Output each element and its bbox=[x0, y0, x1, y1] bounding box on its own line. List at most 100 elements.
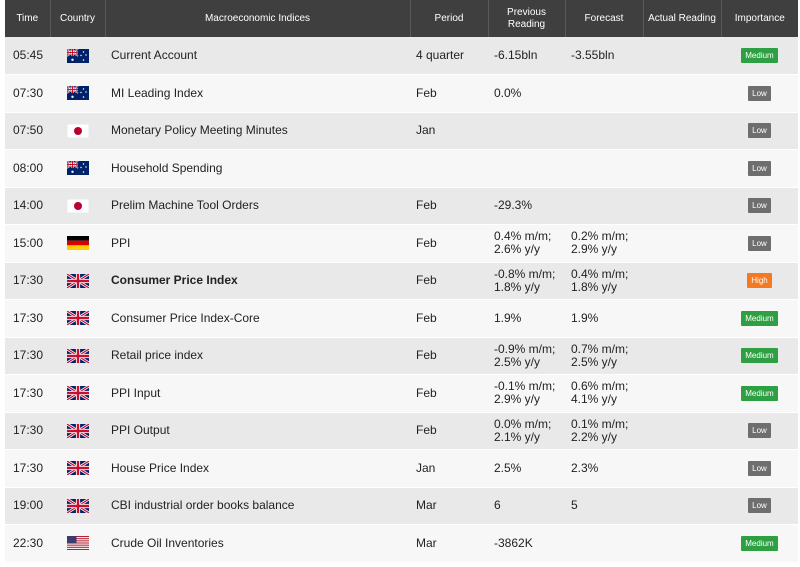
cell-time: 17:30 bbox=[5, 374, 50, 413]
cell-actual bbox=[643, 262, 721, 300]
importance-badge: Low bbox=[748, 160, 771, 176]
importance-badge: Low bbox=[748, 460, 771, 476]
header-previous[interactable]: Previous Reading bbox=[488, 0, 566, 37]
cell-index-name[interactable]: Monetary Policy Meeting Minutes bbox=[105, 112, 410, 150]
cell-forecast: 0.2% m/m; 2.9% y/y bbox=[565, 224, 643, 263]
cell-actual bbox=[643, 299, 721, 338]
cell-importance: Low bbox=[721, 224, 798, 263]
cell-country bbox=[50, 37, 105, 75]
forecast-line: 2.5% y/y bbox=[571, 354, 618, 369]
table-row[interactable]: 19:00 CBI industrial order books balance M… bbox=[5, 487, 798, 525]
cell-index-name[interactable]: PPI Output bbox=[105, 412, 410, 450]
importance-badge: Low bbox=[748, 198, 771, 214]
cell-importance: Low bbox=[721, 487, 798, 525]
cell-previous: -6.15bln bbox=[488, 37, 565, 75]
cell-time: 17:30 bbox=[5, 449, 50, 488]
table-row[interactable]: 15:00 PPI Feb 0.4% m/m; 2.6% y/y 0.2% m/m; 2.9… bbox=[5, 224, 798, 263]
table-row[interactable]: 08:00 Household Spending Low bbox=[5, 149, 798, 188]
cell-previous: 1.9% bbox=[488, 299, 565, 338]
cell-country bbox=[50, 524, 105, 563]
economic-calendar: Time Country Macroeconomic Indices Perio… bbox=[5, 0, 798, 563]
previous-line: 0.4% m/m; bbox=[494, 229, 552, 244]
australia-flag-icon bbox=[66, 86, 89, 101]
previous-line: -29.3% bbox=[494, 198, 533, 213]
cell-index-name[interactable]: MI Leading Index bbox=[105, 74, 410, 113]
cell-actual bbox=[643, 74, 721, 113]
cell-actual bbox=[643, 412, 721, 450]
header-indices[interactable]: Macroeconomic Indices bbox=[105, 0, 411, 37]
previous-line: 2.1% y/y bbox=[494, 429, 541, 444]
table-row[interactable]: 17:30 PPI Output Feb 0.0% m/m; 2.1% y/y 0.1% … bbox=[5, 412, 798, 450]
cell-period: Feb bbox=[410, 74, 488, 113]
cell-period: Feb bbox=[410, 187, 488, 225]
cell-period: Feb bbox=[410, 337, 488, 375]
cell-index-name[interactable]: CBI industrial order books balance bbox=[105, 487, 410, 525]
table-row[interactable]: 17:30 Consumer Price Index Feb -0.8% m/m; 1.… bbox=[5, 262, 798, 300]
header-time[interactable]: Time bbox=[5, 0, 51, 37]
table-row[interactable]: 17:30 House Price Index Jan 2.5% 2.3% Low bbox=[5, 449, 798, 488]
cell-importance: Medium bbox=[721, 524, 798, 563]
importance-badge: Low bbox=[748, 85, 771, 101]
cell-country bbox=[50, 74, 105, 113]
table-row[interactable]: 07:30 MI Leading Index Feb 0.0% Low bbox=[5, 74, 798, 113]
cell-index-name[interactable]: Consumer Price Index-Core bbox=[105, 299, 410, 338]
cell-period: Mar bbox=[410, 524, 488, 563]
cell-index-name[interactable]: Crude Oil Inventories bbox=[105, 524, 410, 563]
cell-previous: -0.9% m/m; 2.5% y/y bbox=[488, 337, 565, 375]
cell-index-name[interactable]: Retail price index bbox=[105, 337, 410, 375]
uk-flag-icon bbox=[66, 386, 89, 401]
cell-forecast bbox=[565, 112, 643, 150]
cell-country bbox=[50, 449, 105, 488]
cell-importance: Low bbox=[721, 149, 798, 188]
cell-importance: Medium bbox=[721, 374, 798, 413]
header-period[interactable]: Period bbox=[410, 0, 489, 37]
cell-period: Feb bbox=[410, 262, 488, 300]
cell-previous bbox=[488, 149, 565, 188]
cell-forecast: 0.1% m/m; 2.2% y/y bbox=[565, 412, 643, 450]
table-row[interactable]: 14:00 Prelim Machine Tool Orders Feb -29.3%… bbox=[5, 187, 798, 225]
cell-importance: Medium bbox=[721, 37, 798, 75]
header-forecast[interactable]: Forecast bbox=[565, 0, 644, 37]
cell-time: 08:00 bbox=[5, 149, 50, 188]
cell-forecast bbox=[565, 187, 643, 225]
table-row[interactable]: 17:30 PPI Input Feb -0.1% m/m; 2.9% y/y 0.6% … bbox=[5, 374, 798, 413]
cell-index-name[interactable]: Prelim Machine Tool Orders bbox=[105, 187, 410, 225]
cell-index-name[interactable]: PPI bbox=[105, 224, 410, 263]
cell-country bbox=[50, 262, 105, 300]
cell-index-name[interactable]: Household Spending bbox=[105, 149, 410, 188]
cell-forecast bbox=[565, 74, 643, 113]
cell-index-name[interactable]: PPI Input bbox=[105, 374, 410, 413]
uk-flag-icon bbox=[66, 348, 89, 363]
cell-index-name[interactable]: Consumer Price Index bbox=[105, 262, 410, 300]
header-actual[interactable]: Actual Reading bbox=[643, 0, 722, 37]
cell-previous: -29.3% bbox=[488, 187, 565, 225]
table-row[interactable]: 07:50 Monetary Policy Meeting Minutes Jan L… bbox=[5, 112, 798, 150]
importance-badge: Medium bbox=[741, 385, 778, 401]
previous-line: -0.1% m/m; bbox=[494, 379, 556, 394]
cell-index-name[interactable]: House Price Index bbox=[105, 449, 410, 488]
header-country[interactable]: Country bbox=[50, 0, 106, 37]
table-body: 05:45 Current Account 4 quarter -6.15bln -3.… bbox=[5, 37, 798, 563]
previous-line: 2.9% y/y bbox=[494, 392, 541, 407]
germany-flag-icon bbox=[66, 236, 89, 251]
cell-actual bbox=[643, 449, 721, 488]
cell-time: 07:30 bbox=[5, 74, 50, 113]
previous-line: 0.0% m/m; bbox=[494, 416, 552, 431]
cell-index-name[interactable]: Current Account bbox=[105, 37, 410, 75]
table-row[interactable]: 05:45 Current Account 4 quarter -6.15bln -3.… bbox=[5, 37, 798, 75]
cell-country bbox=[50, 337, 105, 375]
cell-time: 07:50 bbox=[5, 112, 50, 150]
uk-flag-icon bbox=[66, 311, 89, 326]
table-row[interactable]: 22:30 Crude Oil Inventories Mar -3862K Mediu… bbox=[5, 524, 798, 563]
previous-line: 1.9% bbox=[494, 310, 522, 325]
header-importance[interactable]: Importance bbox=[721, 0, 798, 37]
cell-actual bbox=[643, 187, 721, 225]
forecast-line: -3.55bln bbox=[571, 48, 615, 62]
cell-actual bbox=[643, 374, 721, 413]
cell-period: 4 quarter bbox=[410, 37, 488, 75]
table-header-row: Time Country Macroeconomic Indices Perio… bbox=[5, 0, 798, 37]
cell-importance: Medium bbox=[721, 299, 798, 338]
table-row[interactable]: 17:30 Retail price index Feb -0.9% m/m; 2.5%… bbox=[5, 337, 798, 375]
cell-importance: Low bbox=[721, 187, 798, 225]
table-row[interactable]: 17:30 Consumer Price Index-Core Feb 1.9% 1.9… bbox=[5, 299, 798, 338]
